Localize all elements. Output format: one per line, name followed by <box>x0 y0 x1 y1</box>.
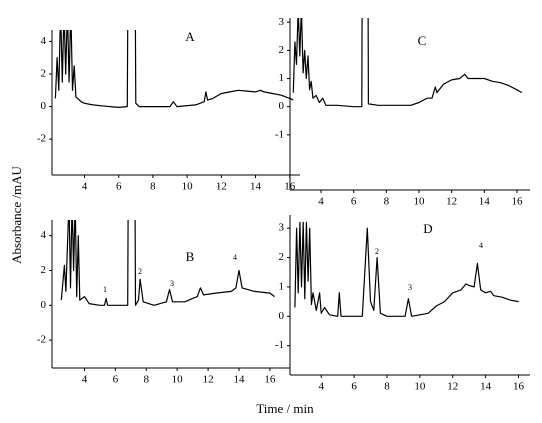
x-tick-label: 4 <box>318 196 324 208</box>
x-tick-label: 4 <box>82 181 88 193</box>
y-axis-label: Absorbance /mAU <box>9 165 24 263</box>
x-tick-label: 16 <box>264 374 276 386</box>
x-tick-label: 16 <box>513 381 525 393</box>
chromatogram-line <box>54 30 294 108</box>
panel: 420-246810121416A <box>37 29 300 193</box>
y-tick-label: -2 <box>37 133 46 145</box>
y-tick-label: 0 <box>41 299 47 311</box>
panel-label: C <box>418 33 427 48</box>
panel-label: B <box>186 249 195 264</box>
y-tick-label: 2 <box>41 264 47 276</box>
panel-label: A <box>185 29 195 44</box>
x-tick-label: 6 <box>113 374 119 386</box>
x-axis-label: Time / min <box>256 401 314 416</box>
y-tick-label: -1 <box>275 128 284 140</box>
y-tick-label: 2 <box>41 68 47 80</box>
x-tick-label: 16 <box>511 196 523 208</box>
y-tick-label: -2 <box>37 334 46 346</box>
y-tick-label: 2 <box>279 251 285 263</box>
y-tick-label: 1 <box>279 280 285 292</box>
y-tick-label: 1 <box>279 72 285 84</box>
y-tick-label: 3 <box>279 222 285 234</box>
plot-area <box>294 221 519 317</box>
x-tick-label: 12 <box>446 196 457 208</box>
x-tick-label: 8 <box>144 374 150 386</box>
panel-label: D <box>423 221 432 236</box>
peak-label: 4 <box>233 253 237 262</box>
x-tick-label: 14 <box>250 181 262 193</box>
x-tick-label: 8 <box>150 181 156 193</box>
peak-label: 2 <box>138 267 142 276</box>
x-tick-label: 4 <box>82 374 88 386</box>
x-tick-label: 8 <box>384 196 390 208</box>
x-tick-label: 10 <box>182 181 194 193</box>
y-tick-label: 4 <box>41 229 47 241</box>
chromatogram-line <box>60 220 275 306</box>
x-tick-label: 10 <box>172 374 184 386</box>
y-tick-label: 0 <box>41 100 47 112</box>
x-tick-label: 10 <box>413 196 425 208</box>
y-tick-label: 2 <box>279 44 285 56</box>
x-tick-label: 4 <box>318 381 324 393</box>
x-tick-label: 6 <box>116 181 122 193</box>
y-tick-label: 0 <box>279 310 285 322</box>
peak-label: 3 <box>408 283 412 292</box>
y-tick-label: 4 <box>41 35 47 47</box>
x-tick-label: 8 <box>384 381 390 393</box>
x-tick-label: 12 <box>447 381 458 393</box>
x-tick-label: 12 <box>216 181 227 193</box>
x-tick-label: 10 <box>414 381 426 393</box>
x-tick-label: 6 <box>351 196 357 208</box>
chromatogram-line <box>292 18 523 108</box>
x-tick-label: 14 <box>479 196 491 208</box>
y-tick-label: -1 <box>275 339 284 351</box>
y-tick-label: 3 <box>279 16 285 28</box>
chromatogram-line <box>294 221 519 317</box>
x-tick-label: 14 <box>480 381 492 393</box>
plot-area <box>60 220 275 306</box>
peak-label: 2 <box>375 247 379 256</box>
peak-label: 1 <box>103 285 107 294</box>
x-tick-label: 14 <box>234 374 246 386</box>
peak-label: 4 <box>479 241 483 250</box>
x-tick-label: 6 <box>351 381 357 393</box>
y-tick-label: 0 <box>279 100 285 112</box>
plot-area <box>292 18 523 108</box>
peak-label: 3 <box>170 279 174 288</box>
x-tick-label: 12 <box>203 374 214 386</box>
plot-area <box>54 30 294 108</box>
